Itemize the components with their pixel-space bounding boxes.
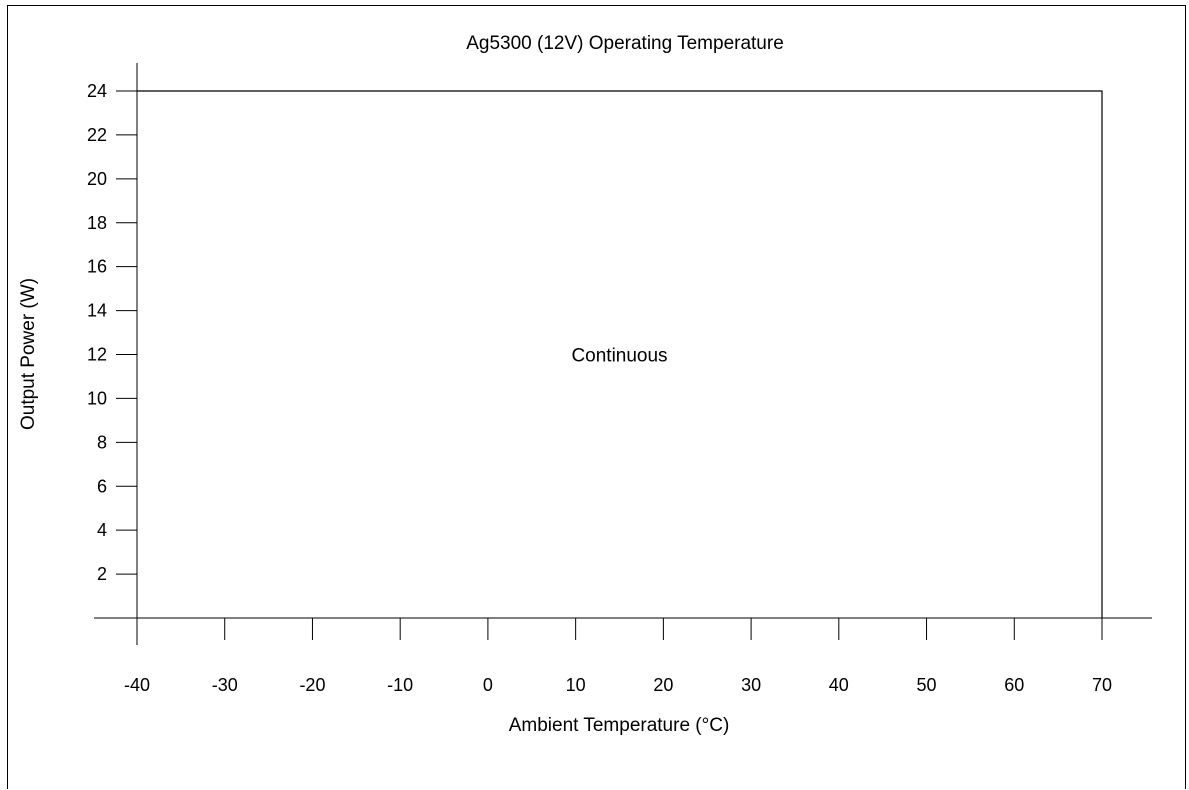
- chart-title: Ag5300 (12V) Operating Temperature: [466, 33, 784, 54]
- x-tick-label: -10: [387, 675, 413, 695]
- series-line: [137, 90, 1103, 618]
- y-tick-label: 18: [87, 213, 107, 233]
- x-tick-label: 20: [653, 675, 673, 695]
- x-tick-label: 50: [917, 675, 937, 695]
- y-tick-label: 6: [97, 476, 107, 496]
- y-tick-label: 10: [87, 388, 107, 408]
- y-tick-label: 4: [97, 520, 107, 540]
- chart-frame: [7, 5, 1186, 789]
- y-tick-label: 12: [87, 345, 107, 365]
- x-tick-label: -40: [124, 675, 150, 695]
- x-tick-label: 30: [741, 675, 761, 695]
- x-tick-label: 10: [566, 675, 586, 695]
- x-axis-ticks: -40 -30 -20 -10 0 10 20 30 40 50 60 70: [124, 618, 1112, 695]
- x-tick-label: 0: [483, 675, 493, 695]
- annotations: Continuous: [571, 346, 667, 367]
- x-axis-label: Ambient Temperature (°C): [509, 715, 730, 736]
- y-tick-label: 14: [87, 301, 107, 321]
- y-axis-label: Output Power (W): [18, 278, 39, 430]
- y-tick-label: 22: [87, 125, 107, 145]
- y-tick-label: 8: [97, 432, 107, 452]
- x-tick-label: 40: [829, 675, 849, 695]
- y-tick-label: 16: [87, 257, 107, 277]
- x-tick-label: -20: [299, 675, 325, 695]
- y-tick-label: 24: [87, 81, 107, 101]
- annotation-label: Continuous: [571, 346, 667, 367]
- y-tick-label: 20: [87, 169, 107, 189]
- x-tick-label: -30: [212, 675, 238, 695]
- x-tick-label: 60: [1004, 675, 1024, 695]
- y-tick-label: 2: [97, 564, 107, 584]
- series-layer: [137, 90, 1103, 618]
- x-tick-label: 70: [1092, 675, 1112, 695]
